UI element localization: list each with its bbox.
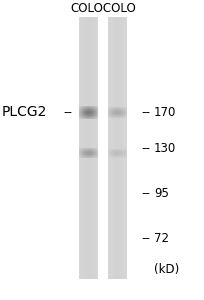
Text: 72: 72 — [154, 232, 169, 245]
Text: (kD): (kD) — [154, 263, 179, 277]
Bar — [116, 16, 117, 279]
Bar — [80, 16, 81, 279]
Bar — [92, 16, 93, 279]
Bar — [94, 16, 95, 279]
Bar — [87, 16, 88, 279]
Bar — [125, 16, 126, 279]
Bar — [86, 16, 87, 279]
Bar — [124, 16, 125, 279]
Bar — [93, 16, 94, 279]
Text: 170: 170 — [154, 106, 176, 119]
Bar — [84, 16, 85, 279]
Text: COLOCOLO: COLOCOLO — [70, 2, 136, 15]
Text: 130: 130 — [154, 142, 176, 155]
Bar — [88, 16, 89, 279]
Text: 95: 95 — [154, 187, 169, 200]
Bar — [96, 16, 97, 279]
Text: --: -- — [142, 232, 151, 245]
Bar — [109, 16, 110, 279]
Text: --: -- — [63, 106, 72, 119]
Bar — [85, 16, 86, 279]
Bar — [108, 16, 109, 279]
Bar — [95, 16, 96, 279]
Bar — [112, 16, 113, 279]
Bar — [126, 16, 127, 279]
Bar — [89, 16, 90, 279]
Text: PLCG2: PLCG2 — [2, 106, 47, 119]
Bar — [120, 16, 121, 279]
Bar — [114, 16, 115, 279]
Text: --: -- — [142, 106, 151, 119]
Text: --: -- — [142, 142, 151, 155]
Bar — [121, 16, 122, 279]
Bar — [117, 16, 118, 279]
Bar — [113, 16, 114, 279]
Bar — [91, 16, 92, 279]
Bar — [79, 16, 80, 279]
Bar — [110, 16, 111, 279]
Bar — [119, 16, 120, 279]
Bar — [83, 16, 84, 279]
Bar — [118, 16, 119, 279]
Bar — [97, 16, 98, 279]
Bar — [123, 16, 124, 279]
Bar — [100, 16, 106, 279]
Bar — [90, 16, 91, 279]
Bar — [111, 16, 112, 279]
Bar — [81, 16, 82, 279]
Text: --: -- — [142, 187, 151, 200]
Bar — [115, 16, 116, 279]
Bar — [122, 16, 123, 279]
Bar — [82, 16, 83, 279]
